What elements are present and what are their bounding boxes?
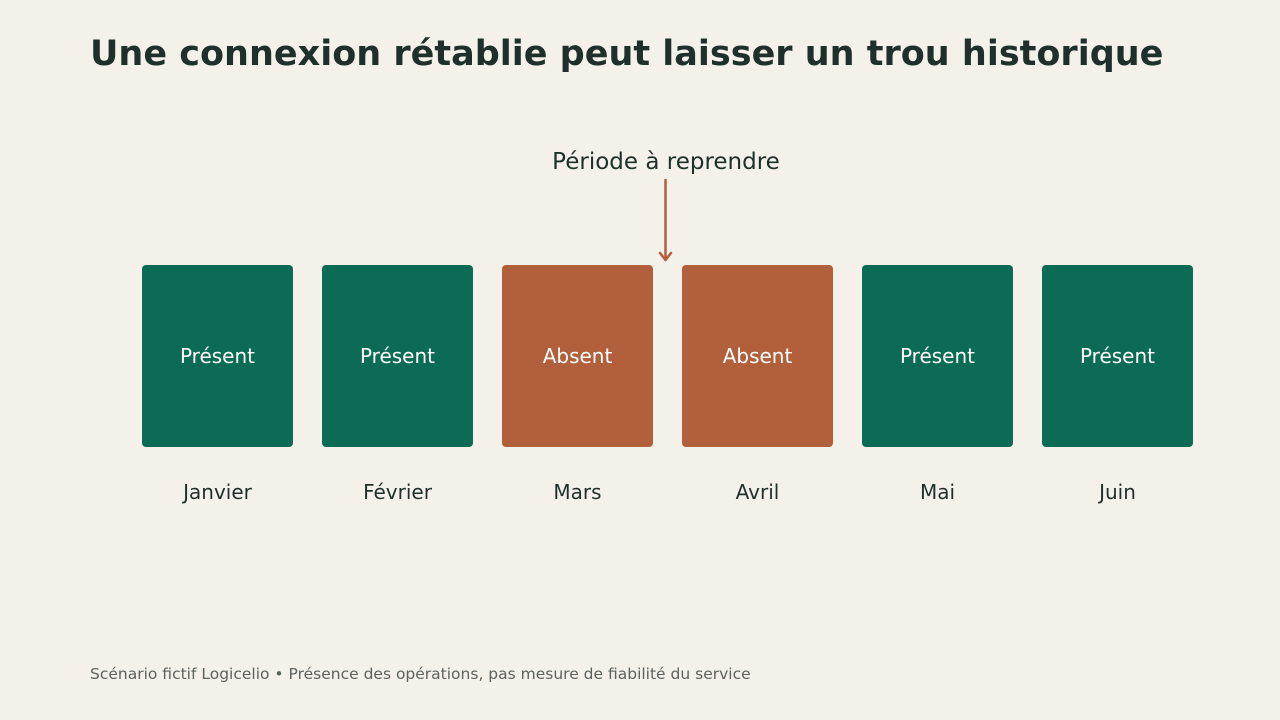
month-janvier: Présent Janvier [142,265,293,507]
month-fevrier: Présent Février [322,265,473,507]
month-label: Juin [1099,480,1136,504]
status-block: Présent [142,265,293,447]
status-label: Présent [179,344,256,368]
footer-note: Scénario fictif Logicelio • Présence des… [90,665,751,683]
month-label: Avril [735,480,780,504]
status-label: Absent [542,344,613,368]
status-label: Présent [1079,344,1156,368]
month-label: Février [363,480,432,504]
status-label: Absent [722,344,793,368]
month-label: Mars [553,480,602,504]
status-block: Présent [322,265,473,447]
status-label: Présent [899,344,976,368]
month-timeline: Présent Janvier Présent Février Absent M… [142,265,1193,507]
month-juin: Présent Juin [1042,265,1193,507]
callout-label: Période à reprendre [552,149,780,175]
status-block: Absent [682,265,833,447]
status-block: Présent [1042,265,1193,447]
page-title: Une connexion rétablie peut laisser un t… [90,34,1164,74]
arrow-head [658,251,673,262]
month-mai: Présent Mai [862,265,1013,507]
down-arrow-icon [658,178,673,262]
month-label: Mai [919,480,956,504]
month-label: Janvier [183,480,252,504]
status-block: Absent [502,265,653,447]
month-mars: Absent Mars [502,265,653,507]
month-avril: Absent Avril [682,265,833,507]
status-block: Présent [862,265,1013,447]
status-label: Présent [359,344,436,368]
